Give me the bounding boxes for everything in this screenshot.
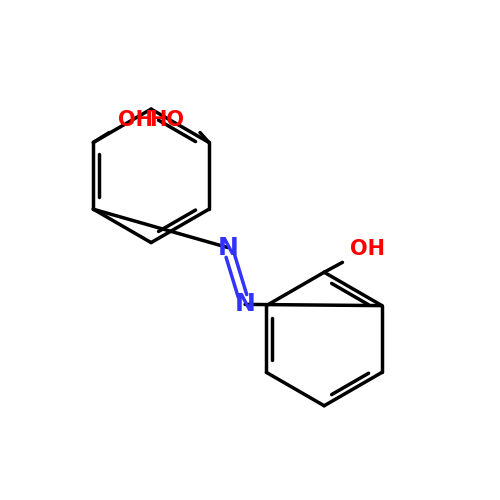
Text: OH: OH (350, 238, 385, 258)
Text: HO: HO (149, 110, 184, 130)
Text: OH: OH (118, 110, 153, 130)
Text: N: N (218, 236, 238, 260)
Text: N: N (234, 292, 256, 316)
